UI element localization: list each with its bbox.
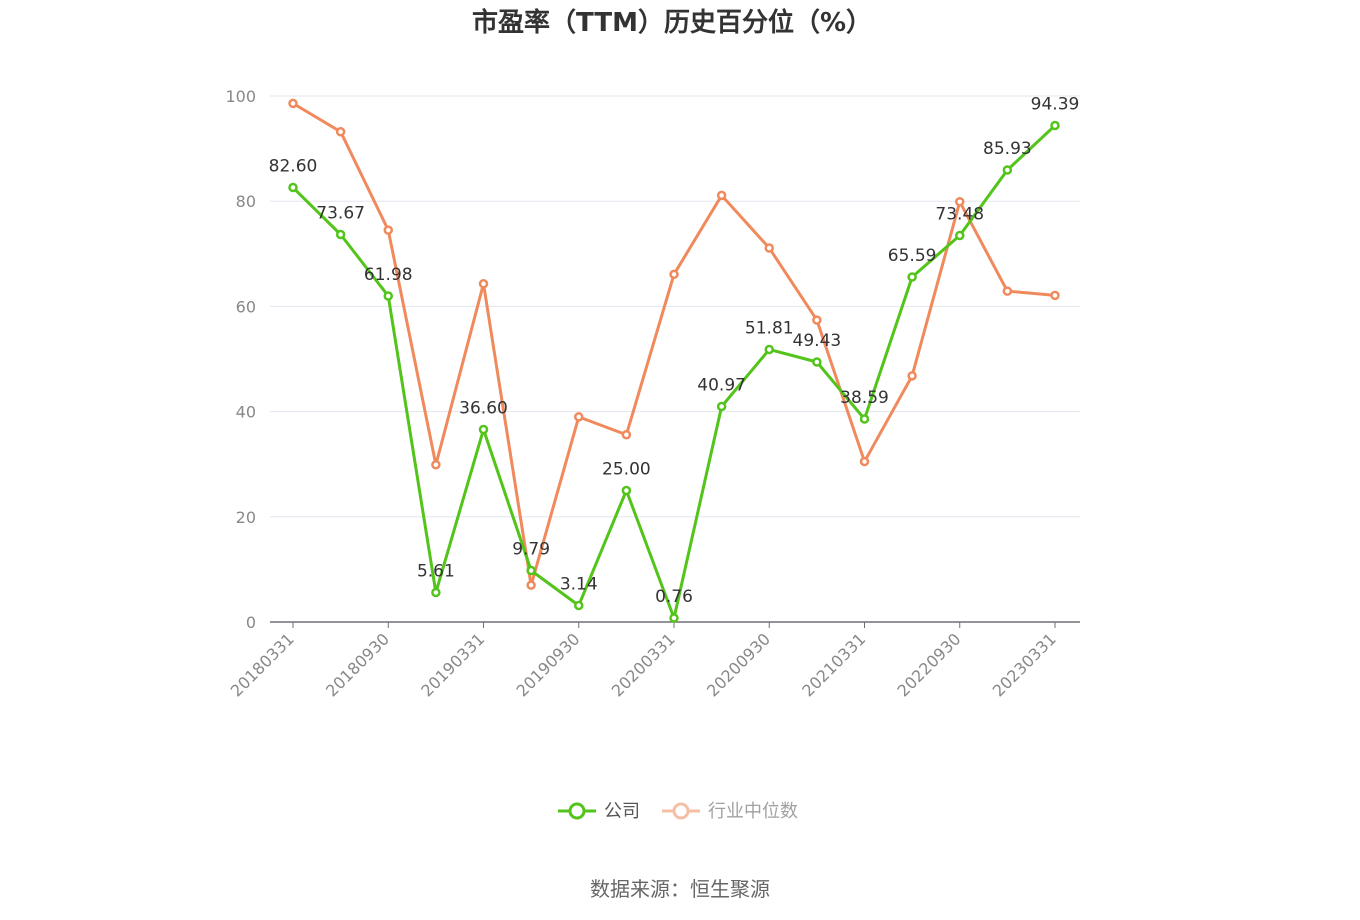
legend-marker-icon bbox=[568, 802, 586, 820]
series-1-point bbox=[955, 196, 965, 207]
legend[interactable]: 公司 行业中位数 bbox=[558, 801, 798, 822]
x-tick-label: 20200331 bbox=[608, 629, 679, 700]
data-label: 94.39 bbox=[1031, 95, 1080, 115]
y-tick-label: 20 bbox=[236, 508, 256, 527]
y-tick-label: 40 bbox=[236, 403, 256, 422]
series-1-point bbox=[812, 315, 822, 325]
legend-label: 公司 bbox=[604, 801, 640, 822]
series-0-point bbox=[383, 291, 393, 301]
x-tick-label: 20180930 bbox=[322, 629, 393, 700]
series-0-point bbox=[288, 182, 298, 193]
source-note: 数据来源：恒生聚源 bbox=[590, 877, 770, 901]
series-0-point bbox=[669, 613, 679, 623]
data-label: 36.60 bbox=[459, 398, 508, 418]
x-tick-label: 20200930 bbox=[703, 629, 774, 700]
series-1-point bbox=[716, 190, 727, 201]
data-label: 51.81 bbox=[745, 318, 794, 338]
x-axis: 20180331 20180930 20190331 20190930 20200331… bbox=[227, 621, 1080, 700]
y-tick-label: 60 bbox=[236, 297, 256, 316]
chart-title: 市盈率（TTM）历史百分位（%） bbox=[472, 7, 872, 38]
y-tick-label: 100 bbox=[225, 87, 256, 106]
series-1-point bbox=[621, 429, 632, 440]
data-label: 38.59 bbox=[840, 388, 889, 408]
y-axis-ticks: 0 20 40 60 80 100 bbox=[225, 87, 256, 632]
series-1-point bbox=[478, 279, 489, 289]
series-0-point bbox=[812, 357, 822, 367]
legend-item-1[interactable]: 行业中位数 bbox=[662, 801, 798, 822]
series-0-point bbox=[955, 230, 965, 241]
series-line-0 bbox=[291, 124, 1057, 620]
data-label: 5.61 bbox=[417, 561, 455, 581]
y-tick-label: 80 bbox=[236, 192, 256, 211]
series-line-1 bbox=[292, 102, 1056, 587]
series-0-point bbox=[526, 565, 536, 576]
series-0-point bbox=[1050, 120, 1060, 131]
x-tick-label: 20190930 bbox=[513, 629, 584, 700]
data-label: 73.67 bbox=[316, 203, 365, 223]
series-1-point bbox=[288, 98, 298, 109]
series-1-point bbox=[669, 269, 679, 280]
series-0-point bbox=[478, 424, 489, 435]
legend-marker-icon bbox=[672, 802, 690, 820]
data-labels: 82.60 73.67 61.98 5.61 36.60 9.79 3.14 25.00 0.7… bbox=[269, 95, 1080, 607]
data-label: 61.98 bbox=[364, 265, 413, 285]
x-tick-label: 20190331 bbox=[417, 629, 488, 700]
series-0-point bbox=[621, 485, 632, 496]
x-tick-label: 20180331 bbox=[227, 629, 298, 700]
legend-item-0[interactable]: 公司 bbox=[558, 801, 640, 822]
data-label: 25.00 bbox=[602, 460, 651, 480]
series-1-point bbox=[383, 225, 393, 235]
series-0-point bbox=[574, 600, 584, 611]
x-tick-label: 20220930 bbox=[894, 629, 965, 700]
series-layer bbox=[288, 98, 1060, 623]
series-1-point bbox=[431, 459, 441, 470]
series-0-point bbox=[716, 401, 727, 412]
series-1-point bbox=[1050, 290, 1060, 301]
data-label: 9.79 bbox=[512, 540, 550, 560]
series-1-point bbox=[574, 412, 584, 422]
data-label: 49.43 bbox=[793, 331, 842, 351]
series-0-point bbox=[1002, 165, 1013, 175]
series-1-point bbox=[526, 580, 536, 590]
data-label: 3.14 bbox=[560, 574, 598, 594]
series-1-point bbox=[1002, 286, 1013, 296]
series-0-point bbox=[907, 272, 917, 282]
series-1-point bbox=[859, 456, 870, 467]
x-tick-label: 20230331 bbox=[989, 629, 1060, 700]
data-label: 40.97 bbox=[697, 375, 746, 395]
data-label: 0.76 bbox=[655, 587, 693, 607]
series-1-point bbox=[764, 243, 774, 253]
data-label: 82.60 bbox=[269, 157, 318, 177]
series-0-point bbox=[764, 344, 774, 355]
data-label: 73.48 bbox=[935, 204, 984, 224]
series-0-point bbox=[859, 414, 870, 424]
series-1-point bbox=[907, 371, 917, 381]
y-tick-label: 0 bbox=[246, 613, 256, 632]
grid bbox=[270, 95, 1080, 518]
series-0-point bbox=[431, 587, 441, 598]
series-0-point bbox=[335, 229, 346, 240]
data-label: 85.93 bbox=[983, 139, 1032, 159]
x-tick-label: 20210331 bbox=[798, 629, 869, 700]
data-label: 65.59 bbox=[888, 246, 937, 266]
series-1-point bbox=[335, 127, 346, 137]
legend-label: 行业中位数 bbox=[708, 801, 798, 822]
